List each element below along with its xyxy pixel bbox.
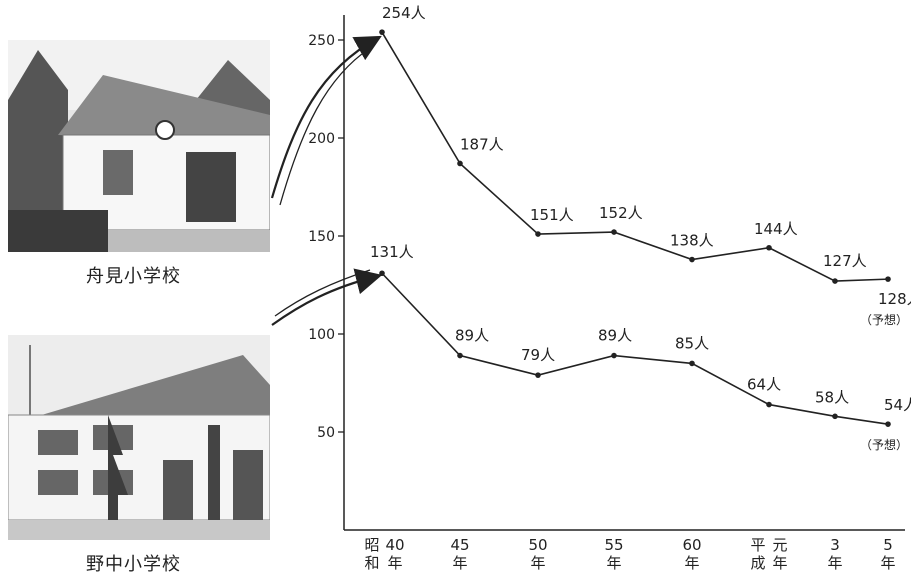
x-tick-label: 45 bbox=[450, 536, 469, 554]
photo-funami-school bbox=[8, 40, 270, 252]
data-label: 128人 bbox=[878, 290, 911, 308]
data-point bbox=[611, 352, 617, 359]
data-point bbox=[832, 278, 838, 284]
data-point bbox=[379, 29, 385, 35]
data-label: 58人 bbox=[815, 388, 849, 406]
data-label: 131人 bbox=[370, 243, 414, 261]
data-point bbox=[457, 160, 463, 167]
data-point bbox=[885, 276, 891, 282]
x-tick-label: 60 bbox=[682, 536, 701, 554]
x-tick-label: 年 bbox=[387, 554, 402, 572]
x-tick-label: 3 bbox=[830, 536, 840, 554]
data-point bbox=[689, 256, 695, 263]
data-point bbox=[885, 421, 891, 427]
data-point bbox=[689, 360, 695, 367]
data-point bbox=[611, 229, 617, 235]
x-tick-label: 年 bbox=[880, 554, 895, 572]
data-label: 254人 bbox=[382, 4, 426, 22]
data-label: 151人 bbox=[530, 206, 574, 224]
x-tick-label: 成 bbox=[750, 554, 765, 572]
data-point bbox=[457, 352, 463, 359]
arrow-nonaka-to-line bbox=[271, 268, 383, 326]
photo-nonaka-school bbox=[8, 335, 270, 540]
forecast-note: （予想） bbox=[860, 312, 908, 327]
y-tick-label: 200 bbox=[308, 131, 335, 147]
arrow-funami-to-line bbox=[270, 35, 382, 199]
data-label: 85人 bbox=[675, 334, 709, 352]
y-tick-label: 250 bbox=[308, 33, 335, 49]
data-label: 89人 bbox=[455, 327, 489, 345]
x-tick-label: 平 bbox=[750, 536, 765, 554]
x-tick-label: 5 bbox=[883, 536, 893, 554]
series-line bbox=[381, 31, 889, 282]
x-tick-label: 年 bbox=[684, 554, 699, 572]
x-tick-label: 年 bbox=[827, 554, 842, 572]
forecast-note: （予想） bbox=[860, 437, 908, 452]
x-tick-label: 元 bbox=[772, 536, 787, 554]
x-tick-label: 年 bbox=[530, 554, 545, 572]
x-tick-label: 和 bbox=[364, 554, 379, 572]
data-point bbox=[535, 372, 541, 378]
x-tick-label: 40 bbox=[385, 536, 404, 554]
x-tick-label: 年 bbox=[452, 554, 467, 572]
data-label: 79人 bbox=[521, 346, 555, 364]
data-label: 187人 bbox=[460, 135, 504, 153]
data-label: 54人 bbox=[884, 396, 911, 414]
y-tick-label: 150 bbox=[308, 229, 335, 245]
caption-funami-school: 舟見小学校 bbox=[86, 266, 181, 287]
data-label: 127人 bbox=[823, 252, 867, 270]
data-label: 64人 bbox=[747, 376, 781, 394]
data-label: 138人 bbox=[670, 232, 714, 250]
y-tick-label: 50 bbox=[317, 425, 335, 441]
data-point bbox=[535, 231, 541, 237]
caption-nonaka-school: 野中小学校 bbox=[86, 554, 181, 575]
data-point bbox=[766, 244, 772, 251]
data-label: 152人 bbox=[599, 204, 643, 222]
x-tick-label: 55 bbox=[604, 536, 623, 554]
data-label: 144人 bbox=[754, 220, 798, 238]
x-tick-label: 50 bbox=[528, 536, 547, 554]
x-tick-label: 年 bbox=[606, 554, 621, 572]
series-line bbox=[381, 272, 889, 425]
data-point bbox=[832, 413, 838, 420]
y-tick-label: 100 bbox=[308, 327, 335, 343]
x-tick-label: 昭 bbox=[364, 536, 379, 554]
data-point bbox=[766, 401, 772, 408]
data-point bbox=[379, 270, 385, 277]
x-tick-label: 年 bbox=[772, 554, 787, 572]
data-label: 89人 bbox=[598, 327, 632, 345]
